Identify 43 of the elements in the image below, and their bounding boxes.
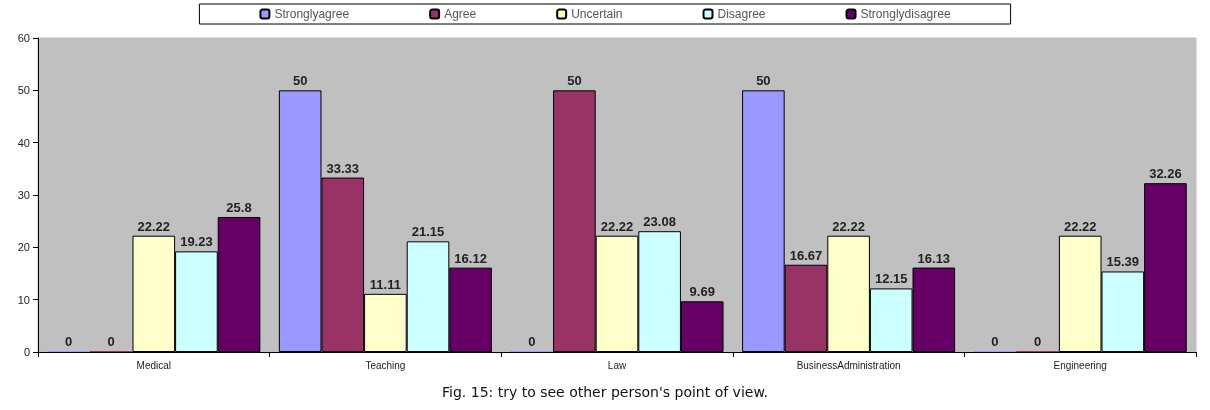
x-tick-label: Law — [607, 359, 627, 371]
data-label: 50 — [756, 73, 771, 89]
data-label: 19.23 — [180, 234, 213, 250]
x-tick-label: BusinessAdministration — [796, 359, 901, 371]
y-tick-label: 20 — [17, 241, 30, 254]
data-label: 0 — [64, 334, 73, 349]
legend-label: Stronglydisagree — [860, 7, 951, 21]
data-label: 21.15 — [411, 224, 445, 240]
data-label: 22.22 — [600, 218, 634, 234]
data-label: 12.15 — [874, 271, 908, 287]
data-label: 11.11 — [369, 276, 401, 292]
data-label: 22.22 — [137, 218, 171, 234]
legend-label: Agree — [444, 7, 477, 21]
data-label: 9.69 — [689, 284, 715, 300]
data-label: 22.22 — [832, 218, 865, 234]
y-tick-label: 10 — [17, 293, 30, 306]
x-tick-label: Engineering — [1053, 359, 1107, 371]
data-label: 0 — [107, 334, 115, 349]
data-label: 50 — [292, 73, 308, 89]
data-label: 16.67 — [789, 247, 823, 263]
data-label: 25.8 — [226, 199, 252, 215]
x-tick-label: Medical — [136, 359, 172, 371]
y-tick-label: 60 — [17, 32, 30, 44]
data-label: 32.26 — [1149, 166, 1182, 182]
y-tick-label: 0 — [23, 346, 30, 358]
legend-label: Disagree — [717, 7, 766, 21]
legend-label: Stronglyagree — [274, 7, 350, 21]
data-label: 33.33 — [326, 160, 360, 176]
y-tick-label: 50 — [17, 84, 30, 97]
data-label: 16.13 — [917, 250, 951, 266]
data-label: 0 — [991, 334, 999, 349]
data-label: 0 — [528, 334, 536, 349]
x-tick-label: Teaching — [365, 359, 406, 371]
data-label: 22.22 — [1063, 218, 1097, 234]
y-tick-label: 30 — [17, 189, 30, 201]
data-label: 50 — [567, 73, 582, 89]
y-tick-label: 40 — [17, 136, 30, 149]
data-label: 16.12 — [454, 250, 487, 266]
data-label: 23.08 — [643, 214, 676, 230]
legend-label: Uncertain — [571, 7, 623, 21]
data-label: 15.39 — [1106, 254, 1140, 270]
data-label: 0 — [1033, 334, 1042, 349]
text: Fig. 15: try to see other person's point of view. — [442, 384, 768, 400]
